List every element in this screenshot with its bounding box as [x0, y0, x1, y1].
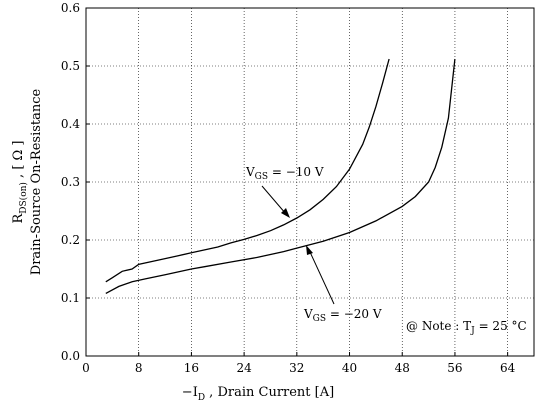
x-tick-label: 40	[342, 361, 357, 375]
x-tick-label: 24	[236, 361, 252, 375]
vgs-10-label: VGS = −10 V	[245, 165, 324, 182]
plot-frame	[85, 7, 535, 357]
y-axis-label-line1: RDS(on) , [ Ω ]	[11, 140, 29, 223]
x-tick-label: 16	[184, 361, 199, 375]
x-tick-label: 0	[82, 361, 90, 375]
vgs-20-label: VGS = −20 V	[303, 307, 382, 324]
y-tick-label: 0.6	[61, 1, 80, 15]
y-axis-label-line2: Drain-Source On-Resistance	[29, 88, 44, 275]
x-tick-label: 64	[500, 361, 516, 375]
series-layer	[105, 58, 456, 294]
x-tick-label: 56	[447, 361, 462, 375]
series-vgs-10-line	[105, 58, 390, 283]
y-tick-labels: 0.0 0.1 0.2 0.3 0.4 0.5 0.6	[61, 1, 80, 363]
vgs-20-arrow	[309, 251, 335, 305]
x-tick-label: 48	[395, 361, 410, 375]
y-tick-label: 0.1	[61, 291, 80, 305]
x-tick-labels: 0 8 16 24 32 40 48 56 64	[82, 361, 515, 375]
y-tick-label: 0.0	[61, 349, 80, 363]
y-tick-label: 0.2	[61, 233, 80, 247]
vgs-20-arrowhead	[306, 245, 313, 255]
y-tick-label: 0.5	[61, 59, 80, 73]
vgs-10-arrow	[261, 185, 287, 215]
y-tick-label: 0.4	[61, 117, 80, 131]
x-tick-label: 8	[135, 361, 143, 375]
x-tick-label: 32	[289, 361, 304, 375]
temperature-note: @ Note : TJ = 25 °C	[406, 319, 527, 336]
grid-lines	[85, 7, 534, 357]
series-vgs-20-line	[105, 58, 456, 294]
y-tick-label: 0.3	[61, 175, 80, 189]
x-axis-label: −ID , Drain Current [A]	[182, 385, 334, 403]
vgs-10-arrowhead	[281, 208, 290, 218]
